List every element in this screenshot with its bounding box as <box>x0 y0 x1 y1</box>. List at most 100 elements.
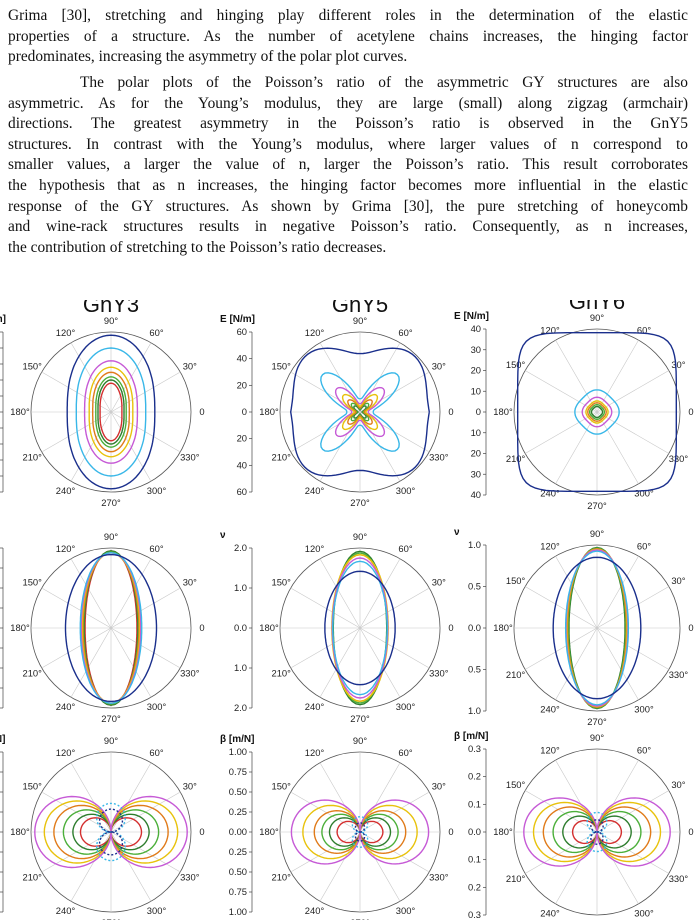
value-tick-label: 0.50 <box>229 866 247 877</box>
value-tick-label: 0.1 <box>468 798 481 809</box>
angle-label: 0 <box>199 406 204 417</box>
angle-label: 180° <box>10 622 30 633</box>
angle-label: 210° <box>506 453 526 464</box>
angle-label: 120° <box>56 543 76 554</box>
angle-label: 180° <box>10 826 30 837</box>
angle-label: 120° <box>305 747 325 758</box>
angle-label: 300° <box>634 907 654 918</box>
polar-spoke <box>42 628 111 668</box>
value-tick-label: 0.1 <box>468 854 481 865</box>
text-line: the hypothesis that as n increases, the … <box>8 176 688 197</box>
angle-label: 90° <box>104 735 118 746</box>
polar-spoke <box>556 628 598 700</box>
angle-label: 60° <box>398 543 412 554</box>
angle-label: 300° <box>396 485 416 496</box>
value-tick-label: 10 <box>471 427 481 438</box>
panel-GnY5-beta: 030°60°90°120°150°180°210°240°270°300°33… <box>220 734 454 920</box>
panel-GnY3-beta: 030°60°90°120°150°180°210°240°270°300°33… <box>0 734 205 920</box>
polar-spoke <box>597 556 639 628</box>
angle-label: 30° <box>183 781 197 792</box>
paragraph-2: The polar plots of the Poisson’s ratio o… <box>8 73 688 258</box>
value-tick-label: 60 <box>237 486 247 497</box>
polar-spoke <box>597 628 639 700</box>
polar-spoke <box>525 412 597 454</box>
angle-label: 240° <box>305 701 325 712</box>
value-tick-label: 0.50 <box>229 786 247 797</box>
panel-title: GnY5 <box>332 300 388 317</box>
angle-label: 120° <box>305 543 325 554</box>
axis-label: E [N/m] <box>0 314 6 325</box>
angle-label: 270° <box>101 497 121 508</box>
axis-label: E [N/m] <box>220 314 255 325</box>
value-tick-label: 0.3 <box>468 909 481 920</box>
angle-label: 0 <box>199 826 204 837</box>
axis-label: β [m/N] <box>220 734 254 745</box>
polar-spoke <box>597 628 669 670</box>
angle-label: 270° <box>101 713 121 724</box>
value-tick-label: 1.00 <box>229 906 247 917</box>
polar-spoke <box>42 588 111 628</box>
angle-label: 240° <box>305 905 325 916</box>
angle-label: 270° <box>587 716 607 727</box>
polar-spoke <box>556 556 598 628</box>
value-tick-label: 1.0 <box>234 582 247 593</box>
value-tick-label: 0.2 <box>468 881 481 892</box>
angle-label: 60° <box>149 327 163 338</box>
angle-label: 300° <box>147 485 167 496</box>
angle-label: 120° <box>540 745 560 756</box>
angle-label: 180° <box>10 406 30 417</box>
text-line: properties of a structure. As the number… <box>8 27 688 48</box>
polar-spoke <box>597 340 639 412</box>
angle-label: 60° <box>637 745 651 756</box>
angle-label: 270° <box>587 500 607 511</box>
angle-label: 330° <box>429 668 449 679</box>
angle-label: 150° <box>22 361 42 372</box>
angle-label: 300° <box>147 905 167 916</box>
value-tick-label: 0.0 <box>468 826 481 837</box>
angle-label: 330° <box>429 452 449 463</box>
polar-spoke <box>111 559 151 628</box>
angle-label: 60° <box>149 747 163 758</box>
polar-spoke <box>597 832 669 874</box>
angle-label: 240° <box>305 485 325 496</box>
axis-label: β [m/N] <box>454 731 488 742</box>
polar-spoke <box>525 587 597 629</box>
value-tick-label: 2.0 <box>234 542 247 553</box>
angle-label: 270° <box>350 497 370 508</box>
angle-label: 0 <box>688 826 693 837</box>
angle-label: 300° <box>634 703 654 714</box>
value-tick-label: 2.0 <box>234 702 247 713</box>
text-line: structures. In contrast with the Young’s… <box>8 135 688 156</box>
text-line: The polar plots of the Poisson’s ratio o… <box>8 73 688 94</box>
angle-label: 0 <box>688 622 693 633</box>
text-line: the contribution of stretching to the Po… <box>8 238 688 259</box>
angle-label: 120° <box>56 747 76 758</box>
angle-label: 0 <box>448 622 453 633</box>
angle-label: 270° <box>101 917 121 920</box>
angle-label: 30° <box>671 575 685 586</box>
angle-label: 30° <box>671 359 685 370</box>
angle-label: 210° <box>22 872 42 883</box>
value-tick-label: 0.25 <box>229 846 247 857</box>
angle-label: 330° <box>180 452 200 463</box>
text-line: response of the GY structures. As shown … <box>8 197 688 218</box>
angle-label: 330° <box>669 873 689 884</box>
panel-title: GnY3 <box>83 300 139 317</box>
angle-label: 60° <box>149 543 163 554</box>
value-tick-label: 0.75 <box>229 766 247 777</box>
angle-label: 240° <box>540 703 560 714</box>
angle-label: 0 <box>199 622 204 633</box>
angle-label: 330° <box>669 669 689 680</box>
angle-label: 210° <box>506 669 526 680</box>
angle-label: 30° <box>432 781 446 792</box>
angle-label: 180° <box>493 826 513 837</box>
angle-label: 30° <box>671 779 685 790</box>
angle-label: 240° <box>56 485 76 496</box>
angle-label: 300° <box>396 701 416 712</box>
polar-spoke <box>597 760 639 832</box>
angle-label: 330° <box>180 668 200 679</box>
polar-spoke <box>525 371 597 413</box>
polar-spoke <box>597 412 639 484</box>
value-tick-label: 0.0 <box>468 622 481 633</box>
angle-label: 60° <box>398 747 412 758</box>
